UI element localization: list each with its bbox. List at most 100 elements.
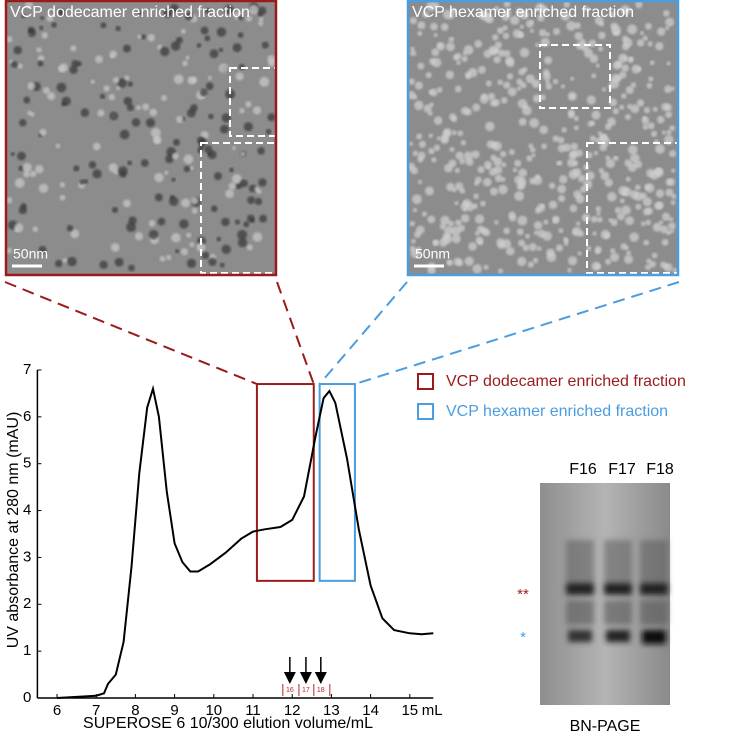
legend-label: VCP hexamer enriched fraction bbox=[446, 403, 668, 420]
particle bbox=[410, 50, 417, 57]
particle bbox=[147, 34, 155, 42]
particle bbox=[59, 10, 65, 16]
particle bbox=[97, 109, 105, 117]
particle bbox=[488, 167, 498, 176]
particle bbox=[665, 111, 673, 119]
particle bbox=[501, 162, 507, 168]
particle bbox=[258, 178, 267, 187]
particle bbox=[624, 114, 631, 120]
particle bbox=[429, 102, 434, 108]
particle bbox=[597, 131, 603, 136]
particle bbox=[567, 111, 575, 119]
particle bbox=[651, 252, 658, 259]
particle bbox=[41, 32, 48, 39]
particle bbox=[501, 97, 508, 104]
particle bbox=[173, 74, 184, 85]
particle bbox=[430, 22, 438, 31]
particle bbox=[621, 205, 631, 216]
particle bbox=[423, 104, 432, 113]
particle bbox=[649, 260, 656, 268]
particle bbox=[529, 28, 535, 33]
particle bbox=[664, 85, 672, 94]
particle bbox=[667, 222, 676, 231]
particle bbox=[627, 56, 634, 63]
particle bbox=[541, 143, 547, 150]
particle bbox=[231, 146, 236, 151]
particle bbox=[66, 224, 74, 232]
particle bbox=[240, 151, 246, 157]
particle bbox=[471, 150, 480, 159]
particle bbox=[595, 206, 602, 212]
particle bbox=[455, 219, 462, 227]
particle bbox=[474, 214, 485, 224]
particle bbox=[494, 41, 502, 49]
particle bbox=[220, 124, 229, 134]
particle bbox=[607, 192, 617, 202]
particle bbox=[459, 158, 466, 165]
particle bbox=[109, 111, 119, 121]
particle bbox=[543, 219, 549, 225]
particle bbox=[190, 104, 198, 112]
particle bbox=[500, 177, 506, 183]
particle bbox=[643, 106, 651, 114]
particle bbox=[170, 41, 181, 51]
particle bbox=[629, 232, 639, 242]
particle bbox=[649, 60, 655, 66]
particle bbox=[237, 32, 244, 38]
particle bbox=[171, 232, 181, 243]
particle bbox=[154, 172, 164, 183]
particle bbox=[427, 215, 436, 224]
particle bbox=[525, 233, 530, 239]
x-tick-label: 10 bbox=[205, 702, 222, 719]
particle bbox=[657, 27, 666, 36]
particle bbox=[428, 133, 434, 138]
gel-bands bbox=[566, 540, 668, 644]
particle bbox=[150, 127, 161, 138]
particle bbox=[620, 243, 628, 250]
particle bbox=[647, 122, 655, 130]
particle bbox=[165, 154, 174, 164]
inset-box bbox=[539, 44, 611, 109]
particle bbox=[620, 93, 627, 99]
particle bbox=[209, 49, 219, 59]
particle bbox=[408, 78, 415, 85]
particle bbox=[204, 8, 211, 14]
particle bbox=[69, 65, 78, 74]
particle bbox=[61, 96, 71, 106]
fraction-box bbox=[255, 383, 315, 582]
particle bbox=[601, 87, 607, 92]
fraction-arrowhead bbox=[283, 672, 296, 684]
particle bbox=[411, 238, 416, 244]
particle bbox=[494, 174, 503, 183]
particle bbox=[140, 34, 146, 40]
y-tick-label: 3 bbox=[23, 548, 31, 565]
particle bbox=[439, 223, 447, 230]
particle bbox=[621, 35, 629, 43]
particle bbox=[507, 87, 517, 97]
particle bbox=[519, 10, 529, 20]
particle bbox=[647, 41, 653, 47]
particle bbox=[126, 103, 134, 112]
particle bbox=[38, 183, 49, 194]
particle bbox=[123, 96, 133, 106]
particle bbox=[668, 217, 674, 222]
particle bbox=[642, 124, 649, 130]
particle bbox=[666, 129, 672, 136]
particle bbox=[59, 182, 66, 188]
particle bbox=[522, 67, 528, 73]
particle bbox=[589, 135, 597, 142]
particle bbox=[566, 21, 576, 31]
x-tick-label: 12 bbox=[284, 702, 301, 719]
particle bbox=[79, 179, 85, 185]
particle bbox=[505, 246, 515, 256]
particle bbox=[540, 5, 548, 13]
legend-label: VCP dodecamer enriched fraction bbox=[446, 373, 686, 390]
particle bbox=[486, 165, 491, 170]
particle bbox=[460, 214, 470, 223]
particle bbox=[239, 179, 248, 188]
particle bbox=[503, 81, 511, 89]
lane-label: F18 bbox=[646, 461, 674, 478]
particle bbox=[653, 167, 664, 178]
particle bbox=[610, 22, 618, 31]
